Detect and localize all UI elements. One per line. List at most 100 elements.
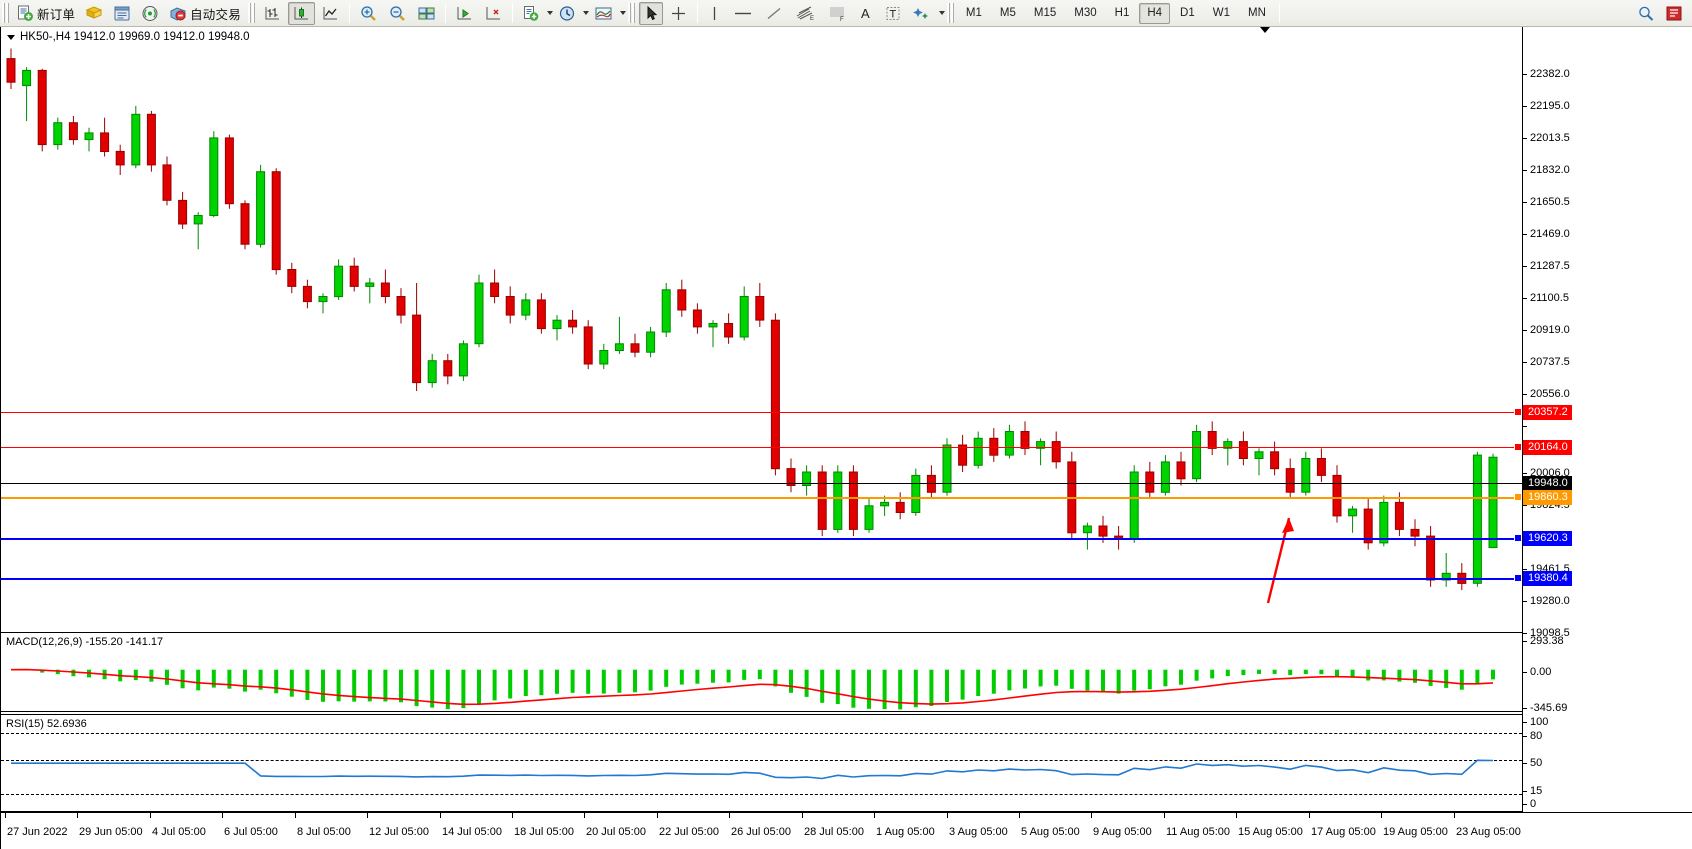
settings-button[interactable]: [1661, 2, 1687, 25]
text-label-button[interactable]: T: [880, 2, 906, 25]
vertical-line-button[interactable]: [703, 2, 726, 25]
resistance-line-20164[interactable]: [1, 447, 1522, 448]
time-tick: [150, 813, 151, 818]
timeframe-m1[interactable]: M1: [965, 7, 982, 19]
indicators-button[interactable]: [590, 2, 617, 25]
text-label-icon: T: [886, 6, 900, 20]
auto-trading-button[interactable]: 自动交易: [165, 2, 245, 25]
rsi-panel[interactable]: RSI(15) 52.6936: [1, 714, 1522, 812]
macd-panel[interactable]: MACD(12,26,9) -155.20 -141.17: [1, 632, 1522, 712]
chart-top-marker-icon: [1260, 27, 1270, 33]
tile-windows-button[interactable]: [413, 2, 440, 25]
cursor-button[interactable]: [638, 1, 663, 25]
svg-text:E: E: [810, 16, 814, 22]
price-tag-19860[interactable]: 19860.3: [1514, 490, 1572, 505]
toolbar-separator-1: [348, 3, 350, 23]
price-tick-20737: 20737.5: [1523, 357, 1570, 368]
period-caret-icon[interactable]: [582, 11, 589, 15]
time-label: 17 Aug 05:00: [1311, 826, 1376, 838]
terminal-window-button[interactable]: [109, 2, 135, 25]
toolbar-grip-1[interactable]: [2, 3, 9, 23]
time-tick: [729, 813, 730, 818]
toolbar-grip-3[interactable]: [627, 3, 635, 23]
price-axis-separator: [1522, 27, 1523, 812]
bar-chart-icon: [265, 6, 279, 19]
zoom-in-icon: [361, 5, 376, 21]
toolbar-grip-4[interactable]: [946, 3, 954, 23]
time-label: 14 Jul 05:00: [442, 826, 502, 838]
time-axis[interactable]: 27 Jun 2022 29 Jun 05:00 4 Jul 05:00 6 Jul …: [1, 812, 1692, 849]
search-button[interactable]: [1633, 2, 1659, 25]
line-chart-button[interactable]: [317, 2, 344, 25]
pivot-line-19860[interactable]: [1, 497, 1522, 499]
chart-menu-caret-icon[interactable]: [7, 34, 15, 40]
add-template-icon: [523, 5, 539, 21]
time-label: 19 Aug 05:00: [1383, 826, 1448, 838]
price-tag-19380[interactable]: 19380.4: [1514, 571, 1572, 586]
support-line-19620[interactable]: [1, 538, 1522, 540]
bar-chart-button[interactable]: [259, 2, 286, 25]
zoom-out-button[interactable]: [384, 2, 411, 25]
fibo-fan-button[interactable]: F: [822, 2, 852, 25]
period-button[interactable]: [554, 2, 580, 25]
text-icon: A: [861, 6, 870, 21]
price-tag-20357[interactable]: 20357.2: [1514, 405, 1572, 420]
time-tick: [295, 813, 296, 818]
time-tick: [1019, 813, 1020, 818]
add-template-caret-icon[interactable]: [546, 11, 553, 15]
chart-area[interactable]: HK50-,H4 19412.0 19969.0 19412.0 19948.0…: [0, 27, 1692, 849]
timeframe-w1[interactable]: W1: [1212, 7, 1230, 19]
timeframe-h1[interactable]: H1: [1114, 7, 1130, 19]
objects-caret-icon[interactable]: [938, 11, 945, 15]
toolbar-grip-2[interactable]: [247, 3, 255, 23]
trendline-icon: [767, 7, 781, 19]
time-tick: [1309, 813, 1310, 818]
yellow-folder-button[interactable]: [81, 2, 107, 25]
price-scale[interactable]: 22382.0 22195.0 22013.5 21832.0 21650.5 …: [1514, 27, 1692, 812]
timeframe-m15[interactable]: M15: [1033, 7, 1057, 19]
candlestick-chart-button[interactable]: [287, 1, 315, 25]
chart-shift-button[interactable]: [451, 2, 478, 25]
fibonacci-button[interactable]: E: [790, 2, 820, 25]
trendline-button[interactable]: [760, 2, 788, 25]
support-line-19380[interactable]: [1, 578, 1522, 580]
auto-scroll-button[interactable]: [480, 2, 507, 25]
add-template-button[interactable]: [518, 2, 544, 25]
time-label: 1 Aug 05:00: [876, 826, 935, 838]
time-label: 29 Jun 05:00: [79, 826, 143, 838]
timeframe-d1[interactable]: D1: [1180, 7, 1195, 19]
time-label: 6 Jul 05:00: [224, 826, 278, 838]
time-tick: [947, 813, 948, 818]
price-tag-19620[interactable]: 19620.3: [1514, 531, 1572, 546]
price-tick-21469: 21469.0: [1523, 229, 1570, 240]
price-tag-20164[interactable]: 20164.0: [1514, 440, 1572, 455]
timeframe-m30[interactable]: M30: [1074, 7, 1097, 19]
price-tick-22013: 22013.5: [1523, 133, 1570, 144]
timeframe-h4[interactable]: H4: [1139, 2, 1171, 24]
signal-icon: [142, 5, 158, 21]
indicators-caret-icon[interactable]: [619, 11, 626, 15]
toolbar-separator-4: [696, 3, 698, 23]
price-tick-19824: 19824.5: [1523, 500, 1570, 511]
auto-scroll-icon: [486, 6, 500, 19]
rsi-tick-15: 15: [1523, 786, 1542, 797]
new-order-button[interactable]: 新订单: [13, 2, 79, 25]
crosshair-button[interactable]: [665, 2, 692, 25]
timeframe-mn[interactable]: MN: [1248, 7, 1266, 19]
time-tick: [1164, 813, 1165, 818]
horizontal-line-button[interactable]: [728, 2, 758, 25]
timeframe-m5[interactable]: M5: [999, 7, 1016, 19]
search-icon: [1639, 6, 1654, 21]
resistance-line-20357[interactable]: [1, 412, 1522, 413]
price-tick-20373: .: [1523, 421, 1533, 432]
text-button[interactable]: A: [854, 2, 878, 25]
time-label: 9 Aug 05:00: [1093, 826, 1152, 838]
signal-button[interactable]: [137, 2, 163, 25]
rsi-tick-0: 0: [1523, 799, 1536, 810]
chart-shift-icon: [457, 6, 471, 19]
time-label: 22 Jul 05:00: [659, 826, 719, 838]
time-label: 26 Jul 05:00: [731, 826, 791, 838]
objects-button[interactable]: [908, 2, 936, 25]
price-tick-20006: 20006.0: [1523, 468, 1570, 479]
zoom-in-button[interactable]: [355, 2, 382, 25]
